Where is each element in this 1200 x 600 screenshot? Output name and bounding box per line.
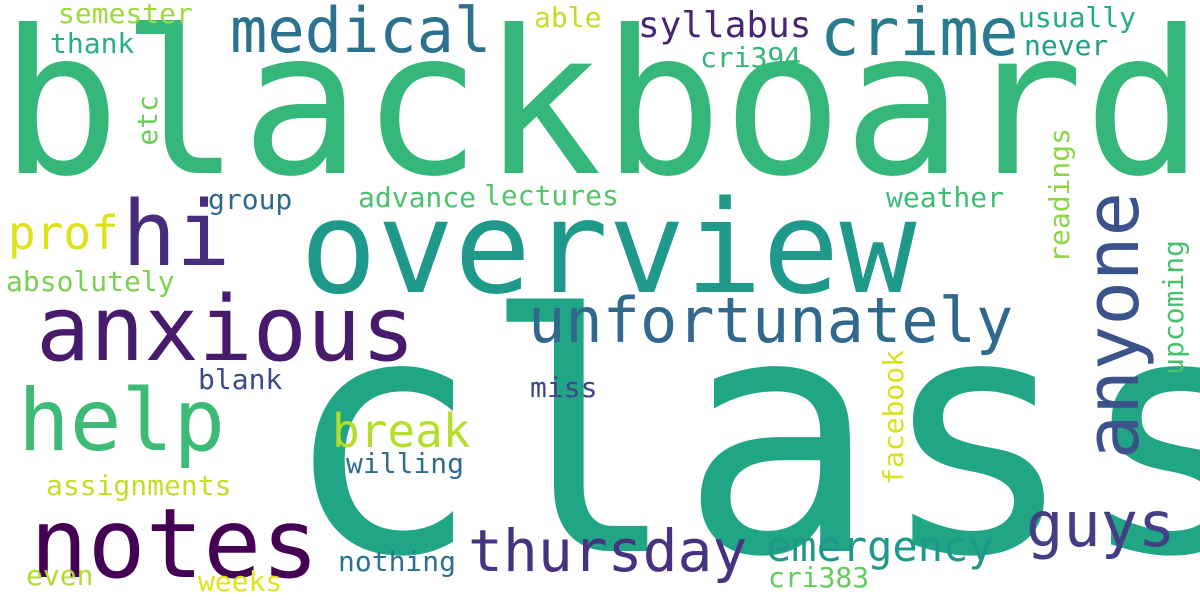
word-cri394: cri394 [700, 41, 802, 74]
word-thank: thank [50, 27, 135, 60]
word-anyone: anyone [1070, 192, 1156, 460]
word-prof: prof [8, 206, 119, 260]
word-thursday: thursday [468, 517, 748, 585]
word-weather: weather [886, 181, 1005, 214]
word-unfortunately: unfortunately [528, 284, 1014, 357]
word-able: able [534, 1, 602, 34]
word-readings: readings [1043, 128, 1076, 263]
word-emergency: emergency [766, 522, 994, 571]
word-upcoming: upcoming [1157, 240, 1190, 375]
word-notes: notes [30, 488, 319, 600]
word-guys: guys [1026, 488, 1176, 561]
word-break: break [332, 404, 471, 458]
word-absolutely: absolutely [6, 265, 175, 298]
word-medical: medical [230, 0, 492, 67]
word-advance: advance [358, 181, 477, 214]
word-weeks: weeks [198, 565, 283, 598]
word-semester: semester [58, 0, 193, 30]
word-assignments: assignments [46, 469, 232, 502]
word-lectures: lectures [484, 179, 619, 212]
word-willing: willing [346, 447, 465, 480]
word-even: even [26, 559, 94, 592]
word-anxious: anxious [36, 277, 416, 382]
word-group: group [208, 183, 293, 216]
word-facebook: facebook [877, 350, 910, 485]
word-nothing: nothing [338, 545, 457, 578]
word-miss: miss [530, 371, 598, 404]
word-hi: hi [122, 182, 231, 287]
word-usually: usually [1018, 1, 1137, 34]
word-etc: etc [131, 95, 164, 146]
word-crime: crime [820, 0, 1019, 71]
word-blank: blank [198, 363, 283, 396]
word-blackboard: blackboard [0, 0, 1200, 221]
word-cri383: cri383 [768, 561, 870, 594]
word-overview: overview [300, 174, 917, 323]
word-syllabus: syllabus [638, 5, 812, 46]
word-help: help [18, 371, 226, 471]
word-class: class [282, 245, 1200, 600]
word-never: never [1024, 29, 1109, 62]
